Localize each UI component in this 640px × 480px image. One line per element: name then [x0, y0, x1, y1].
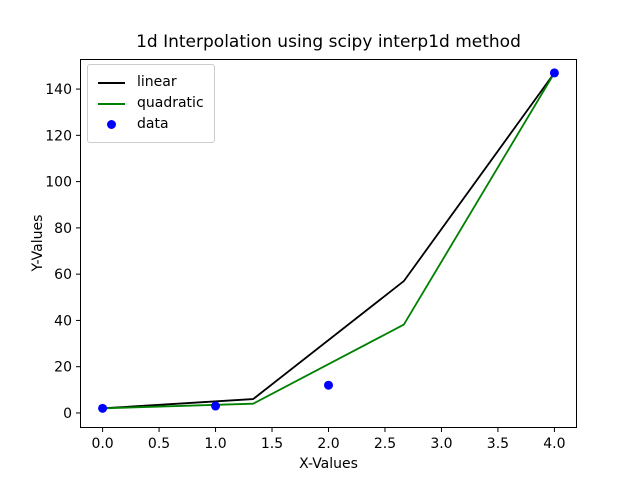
y-tick-label: 0 — [63, 406, 72, 422]
y-tick-label: 100 — [45, 175, 72, 191]
y-axis-label: Y-Values — [30, 214, 46, 272]
data-point — [324, 380, 333, 390]
legend-item-data: data — [98, 114, 204, 135]
series-quadratic-line — [102, 72, 556, 410]
series-linear-line — [102, 72, 556, 410]
y-tick-label: 40 — [54, 313, 72, 329]
x-tick-label: 1.0 — [204, 436, 226, 452]
data-marker-swatch — [107, 120, 116, 129]
y-tick-label: 60 — [54, 267, 72, 283]
legend-label-quadratic: quadratic — [137, 95, 204, 111]
data-point — [549, 68, 559, 78]
x-tick-label: 4.0 — [543, 436, 565, 452]
legend-dot-sample-data — [98, 120, 125, 129]
chart-title: 1d Interpolation using scipy interp1d me… — [136, 32, 521, 52]
x-tick-label: 0.5 — [148, 436, 170, 452]
x-tick-label: 3.5 — [487, 436, 509, 452]
x-tick-label: 2.0 — [317, 436, 339, 452]
legend: linear quadratic data — [87, 64, 215, 143]
y-tick-label: 20 — [54, 360, 72, 376]
x-tick-label: 2.5 — [374, 436, 396, 452]
x-axis-label: X-Values — [299, 456, 358, 472]
y-tick-label: 120 — [45, 128, 72, 144]
x-tick-label: 1.5 — [261, 436, 283, 452]
data-point — [98, 403, 108, 413]
axes-frame — [80, 59, 577, 428]
x-tick-label: 3.0 — [430, 436, 452, 452]
data-point — [211, 401, 221, 411]
y-tick-label: 140 — [45, 82, 72, 98]
linear-line-swatch — [98, 81, 125, 84]
x-tick-label: 0.0 — [91, 436, 113, 452]
legend-line-sample-linear — [98, 81, 125, 84]
legend-label-data: data — [137, 116, 169, 132]
quadratic-line-swatch — [98, 102, 125, 105]
legend-item-quadratic: quadratic — [98, 93, 204, 114]
legend-line-sample-quadratic — [98, 102, 125, 105]
y-tick-label: 80 — [54, 221, 72, 237]
legend-item-linear: linear — [98, 72, 204, 93]
legend-label-linear: linear — [137, 74, 177, 90]
